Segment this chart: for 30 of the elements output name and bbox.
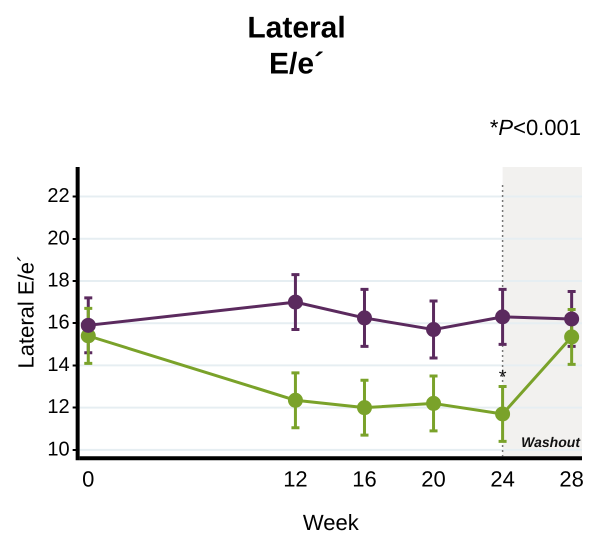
chart-title: Lateral E/e´ — [247, 11, 346, 80]
x-tick-label: 16 — [352, 466, 377, 492]
point — [80, 318, 96, 333]
point — [426, 396, 442, 411]
band-label: Washout — [521, 434, 582, 450]
x-axis-title: Week — [302, 510, 360, 535]
point — [564, 311, 580, 326]
point — [426, 322, 442, 338]
y-tick-label: 14 — [47, 354, 70, 376]
x-tick-label: 24 — [490, 466, 515, 492]
point — [495, 406, 510, 422]
y-tick-label: 18 — [47, 270, 70, 292]
point — [564, 329, 580, 344]
y-tick-label: 16 — [47, 312, 70, 334]
x-tick-label: 0 — [82, 466, 94, 492]
point — [356, 310, 372, 326]
y-tick-label: 20 — [47, 227, 70, 250]
annotation: * — [498, 366, 507, 389]
y-axis-title: Lateral E/e´ — [13, 254, 38, 368]
x-tick-label: 28 — [559, 466, 584, 492]
y-tick-label: 12 — [47, 396, 70, 418]
y-tick-label: 10 — [47, 438, 70, 460]
y-tick-label: 22 — [47, 185, 70, 208]
x-tick-label: 12 — [283, 466, 308, 492]
point — [495, 309, 510, 324]
point — [356, 400, 372, 416]
text: *P<0.001 — [490, 115, 581, 141]
x-tick-label: 20 — [421, 466, 446, 492]
point — [288, 392, 303, 408]
point — [288, 294, 303, 310]
